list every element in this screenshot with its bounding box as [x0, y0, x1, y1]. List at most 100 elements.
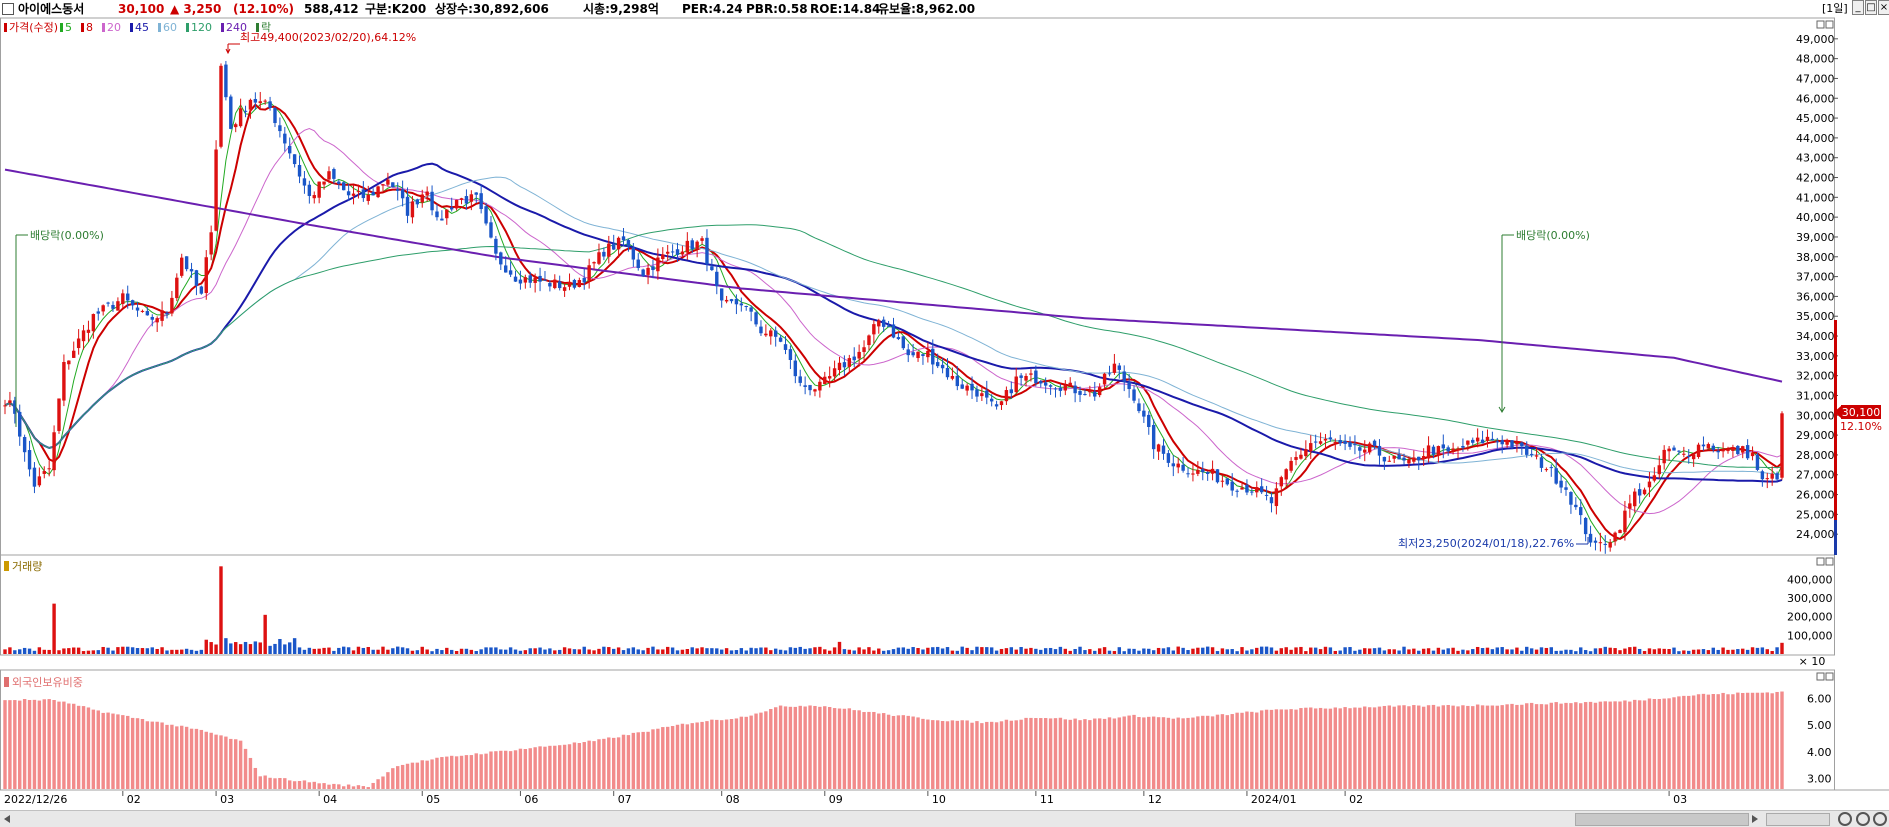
volume-bar	[1392, 649, 1396, 654]
candle	[189, 262, 194, 278]
volume-bar	[400, 647, 405, 654]
volume-bar	[670, 647, 675, 654]
candle	[1255, 481, 1259, 498]
foreign-bar	[1372, 707, 1377, 789]
volume-bar	[1191, 648, 1195, 654]
volume-bar	[307, 647, 312, 654]
candle	[1667, 446, 1671, 461]
zoom-out-icon[interactable]	[1838, 812, 1852, 826]
volume-bar	[1677, 651, 1681, 654]
volume-bar	[710, 648, 714, 654]
scroll-thumb[interactable]	[1575, 813, 1749, 826]
foreign-bar	[1637, 700, 1642, 789]
candle	[1623, 500, 1627, 541]
candle	[258, 91, 262, 110]
foreign-bar	[1058, 717, 1063, 789]
candle	[685, 232, 690, 260]
candle	[248, 98, 253, 119]
legend-item: 60	[163, 21, 177, 34]
period-button[interactable]: [1일]	[1822, 2, 1848, 15]
foreign-bar	[921, 718, 925, 789]
candle	[22, 434, 27, 462]
candle	[1726, 446, 1730, 454]
stock-name: 아이에스동서	[18, 2, 85, 16]
volume-bar	[327, 647, 331, 654]
zoom-reset-icon[interactable]	[1873, 812, 1887, 826]
foreign-bar	[1505, 704, 1509, 789]
volume-bar	[1397, 650, 1401, 654]
volume-bar	[454, 650, 459, 654]
foreign-bar	[425, 760, 429, 789]
volume-bar	[371, 649, 375, 654]
volume-bar	[42, 649, 46, 654]
foreign-bar	[572, 742, 577, 789]
minimize-icon[interactable]: _	[1852, 0, 1864, 15]
volume-bar	[906, 648, 910, 654]
candle	[361, 181, 366, 202]
candle	[91, 313, 96, 339]
volume-bar	[528, 648, 532, 654]
volume-bar	[1093, 650, 1097, 654]
scroll-right-icon[interactable]	[1752, 815, 1758, 823]
candle	[1358, 445, 1362, 459]
volume-bar	[1156, 647, 1161, 654]
candle	[994, 400, 999, 410]
candle	[1240, 481, 1244, 490]
candle	[1088, 385, 1092, 397]
volume-bar	[562, 647, 567, 654]
candle	[1583, 516, 1588, 542]
volume-bar	[837, 641, 842, 654]
candle	[1613, 531, 1617, 546]
candle	[1372, 439, 1377, 450]
scroll-left-icon[interactable]	[4, 815, 10, 823]
candle	[1461, 438, 1465, 452]
candle	[670, 244, 675, 257]
foreign-bar	[636, 732, 640, 789]
candle	[494, 235, 498, 261]
foreign-bar	[386, 772, 390, 789]
candle	[1235, 489, 1239, 498]
volume-bar	[518, 650, 523, 654]
volume-bar	[435, 648, 439, 654]
volume-bar	[1745, 649, 1750, 654]
foreign-bar	[346, 784, 351, 789]
restore-icon[interactable]: □	[1865, 0, 1877, 15]
volume-bar	[1205, 646, 1210, 654]
zoom-in-icon[interactable]	[1856, 812, 1870, 826]
price-tick-label: 36,000	[1796, 290, 1835, 303]
volume-bar	[1495, 647, 1499, 654]
x-tick-label: 2022/12/26	[4, 793, 67, 806]
zoom-slider[interactable]	[1766, 813, 1830, 826]
foreign-bar	[1500, 705, 1504, 789]
candle	[783, 336, 788, 355]
close-icon[interactable]: ×	[1878, 0, 1889, 15]
panel-controls-volume[interactable]	[1816, 557, 1834, 566]
checkbox-icon[interactable]	[2, 3, 14, 15]
volume-bar	[1102, 647, 1107, 654]
candle	[1436, 445, 1441, 463]
panel-controls-foreign[interactable]	[1816, 672, 1834, 681]
foreign-bar	[1122, 716, 1126, 789]
candle	[636, 253, 640, 271]
foreign-bar	[489, 751, 493, 789]
candle	[1446, 445, 1450, 456]
volume-bar	[1515, 647, 1519, 654]
legend-item: 8	[86, 21, 93, 34]
candle	[145, 307, 150, 316]
foreign-bar	[808, 705, 812, 789]
volume-title: 거래량	[4, 560, 42, 573]
foreign-bar	[1039, 718, 1043, 789]
volume-bar	[921, 649, 925, 654]
volume-bar	[1441, 649, 1445, 654]
panel-controls-price[interactable]	[1816, 20, 1834, 29]
chart-scrollbar[interactable]	[0, 810, 1889, 827]
stock-chart[interactable]: 24,000 25,000 26,000 27,000 28,000 29,000 30,0…	[0, 17, 1889, 810]
volume-bar	[754, 648, 758, 654]
candle	[111, 301, 115, 312]
candle	[1475, 428, 1480, 448]
foreign-bar	[1471, 706, 1475, 789]
candle	[1196, 461, 1200, 477]
volume-bar	[980, 647, 984, 654]
candle	[523, 274, 528, 289]
foreign-bar	[1475, 704, 1480, 789]
